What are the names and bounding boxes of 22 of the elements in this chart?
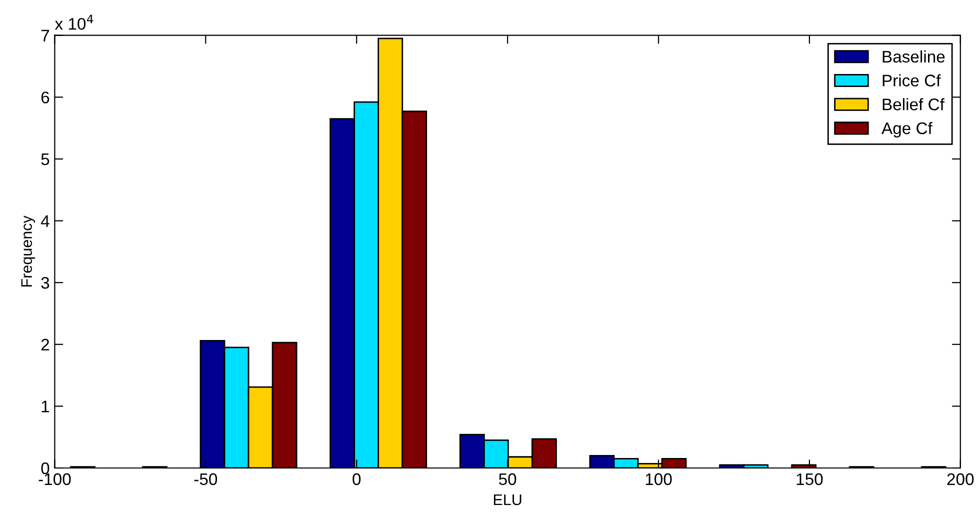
y-tick-label: 6 bbox=[41, 92, 50, 104]
x-axis-title: ELU bbox=[494, 494, 522, 506]
y-axis-title: Frequency bbox=[21, 216, 36, 287]
y-tick-label: 2 bbox=[41, 338, 50, 350]
x-tick-label: -100 bbox=[38, 473, 71, 486]
x-tick-label: 100 bbox=[646, 473, 672, 486]
legend-label: Belief Cf bbox=[882, 98, 944, 110]
x-tick-label: 0 bbox=[352, 473, 361, 486]
legend-label: Age Cf bbox=[881, 122, 932, 138]
legend-label: Baseline bbox=[882, 50, 945, 63]
text: x 10$^{4}$ bbox=[54, 14, 94, 30]
y-tick-label: 0 bbox=[41, 462, 50, 474]
x-tick-label: 50 bbox=[498, 473, 516, 486]
y-tick-label: 7 bbox=[41, 30, 50, 42]
x-tick-label: 200 bbox=[947, 473, 974, 486]
x-tick-label: -50 bbox=[194, 473, 218, 486]
legend-label: Price Cf bbox=[882, 74, 941, 86]
y-tick-label: 3 bbox=[41, 276, 50, 289]
y-tick-label: 5 bbox=[41, 154, 50, 166]
x-tick-label: 150 bbox=[796, 473, 823, 486]
y-tick-label: 1 bbox=[42, 400, 50, 412]
y-tick-label: 4 bbox=[40, 215, 50, 227]
